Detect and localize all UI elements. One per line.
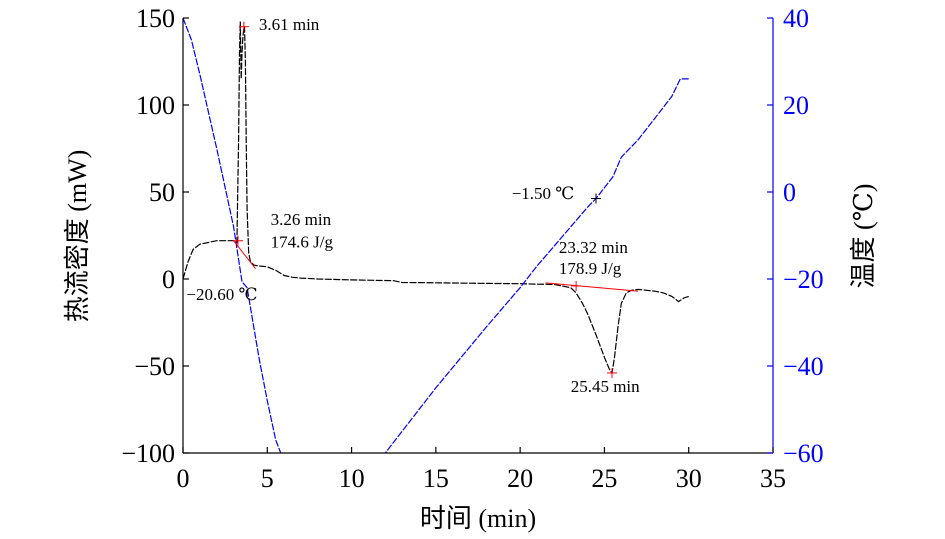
y-left-tick-label: −100 <box>121 439 175 468</box>
baseline-layer <box>233 240 639 292</box>
y-right-tick-label: 40 <box>783 4 809 33</box>
x-ticks: 0 5 10 15 20 25 30 35 <box>177 447 786 493</box>
ann-23-32: 23.32 min <box>559 238 628 257</box>
series-line-heat-flow <box>183 21 689 375</box>
y-left-ticks: 150 100 50 0 −50 −100 <box>121 4 189 468</box>
y-left-axis-label: 热流密度 (mW) <box>63 150 92 323</box>
x-tick-label: 25 <box>591 464 617 493</box>
y-right-tick-label: 0 <box>783 178 796 207</box>
x-tick-label: 10 <box>339 464 365 493</box>
plot-area: 3.61 min 3.26 min 174.6 J/g −20.60 ℃ −1.50 ℃… <box>183 15 689 453</box>
annotation-layer: 3.61 min 3.26 min 174.6 J/g −20.60 ℃ −1.50 ℃… <box>186 15 640 396</box>
marker-peak-3-61 <box>238 21 249 32</box>
baseline-freezing <box>233 240 256 269</box>
ann-3-26: 3.26 min <box>271 210 332 229</box>
y-right-tick-label: 20 <box>783 91 809 120</box>
marker-onset-23-32 <box>571 280 582 291</box>
y-right-tick-label: −20 <box>783 265 824 294</box>
marker-onset-3-26 <box>232 235 243 246</box>
baseline-melting <box>545 282 639 292</box>
series-layer <box>183 17 689 453</box>
x-axis-label: 时间 (min) <box>420 504 536 533</box>
y-left-tick-label: 0 <box>162 265 175 294</box>
ann-178-9: 178.9 J/g <box>559 259 622 278</box>
ann-174-6: 174.6 J/g <box>271 233 334 252</box>
marker-layer <box>232 21 618 378</box>
y-right-tick-label: −60 <box>783 439 824 468</box>
x-tick-label: 35 <box>760 464 786 493</box>
ann-25-45: 25.45 min <box>571 377 640 396</box>
y-left-tick-label: 50 <box>149 178 175 207</box>
x-tick-label: 5 <box>261 464 274 493</box>
x-tick-label: 20 <box>507 464 533 493</box>
y-right-axis-label: 温度 (℃) <box>849 184 878 289</box>
marker-peak-25-45 <box>607 367 618 378</box>
marker-temp-plus <box>591 193 601 204</box>
x-tick-label: 0 <box>177 464 190 493</box>
y-right-tick-label: −40 <box>783 352 824 381</box>
ann-neg-1-50: −1.50 ℃ <box>512 184 575 203</box>
ann-neg-20-60: −20.60 ℃ <box>186 285 257 304</box>
series-line-temperature <box>183 17 689 453</box>
y-left-tick-label: −50 <box>134 352 175 381</box>
ann-3-61: 3.61 min <box>259 15 320 34</box>
y-right-ticks: 40 20 0 −20 −40 −60 <box>767 4 824 468</box>
y-left-tick-label: 100 <box>136 91 175 120</box>
x-tick-label: 30 <box>676 464 702 493</box>
y-left-tick-label: 150 <box>136 4 175 33</box>
x-tick-label: 15 <box>423 464 449 493</box>
